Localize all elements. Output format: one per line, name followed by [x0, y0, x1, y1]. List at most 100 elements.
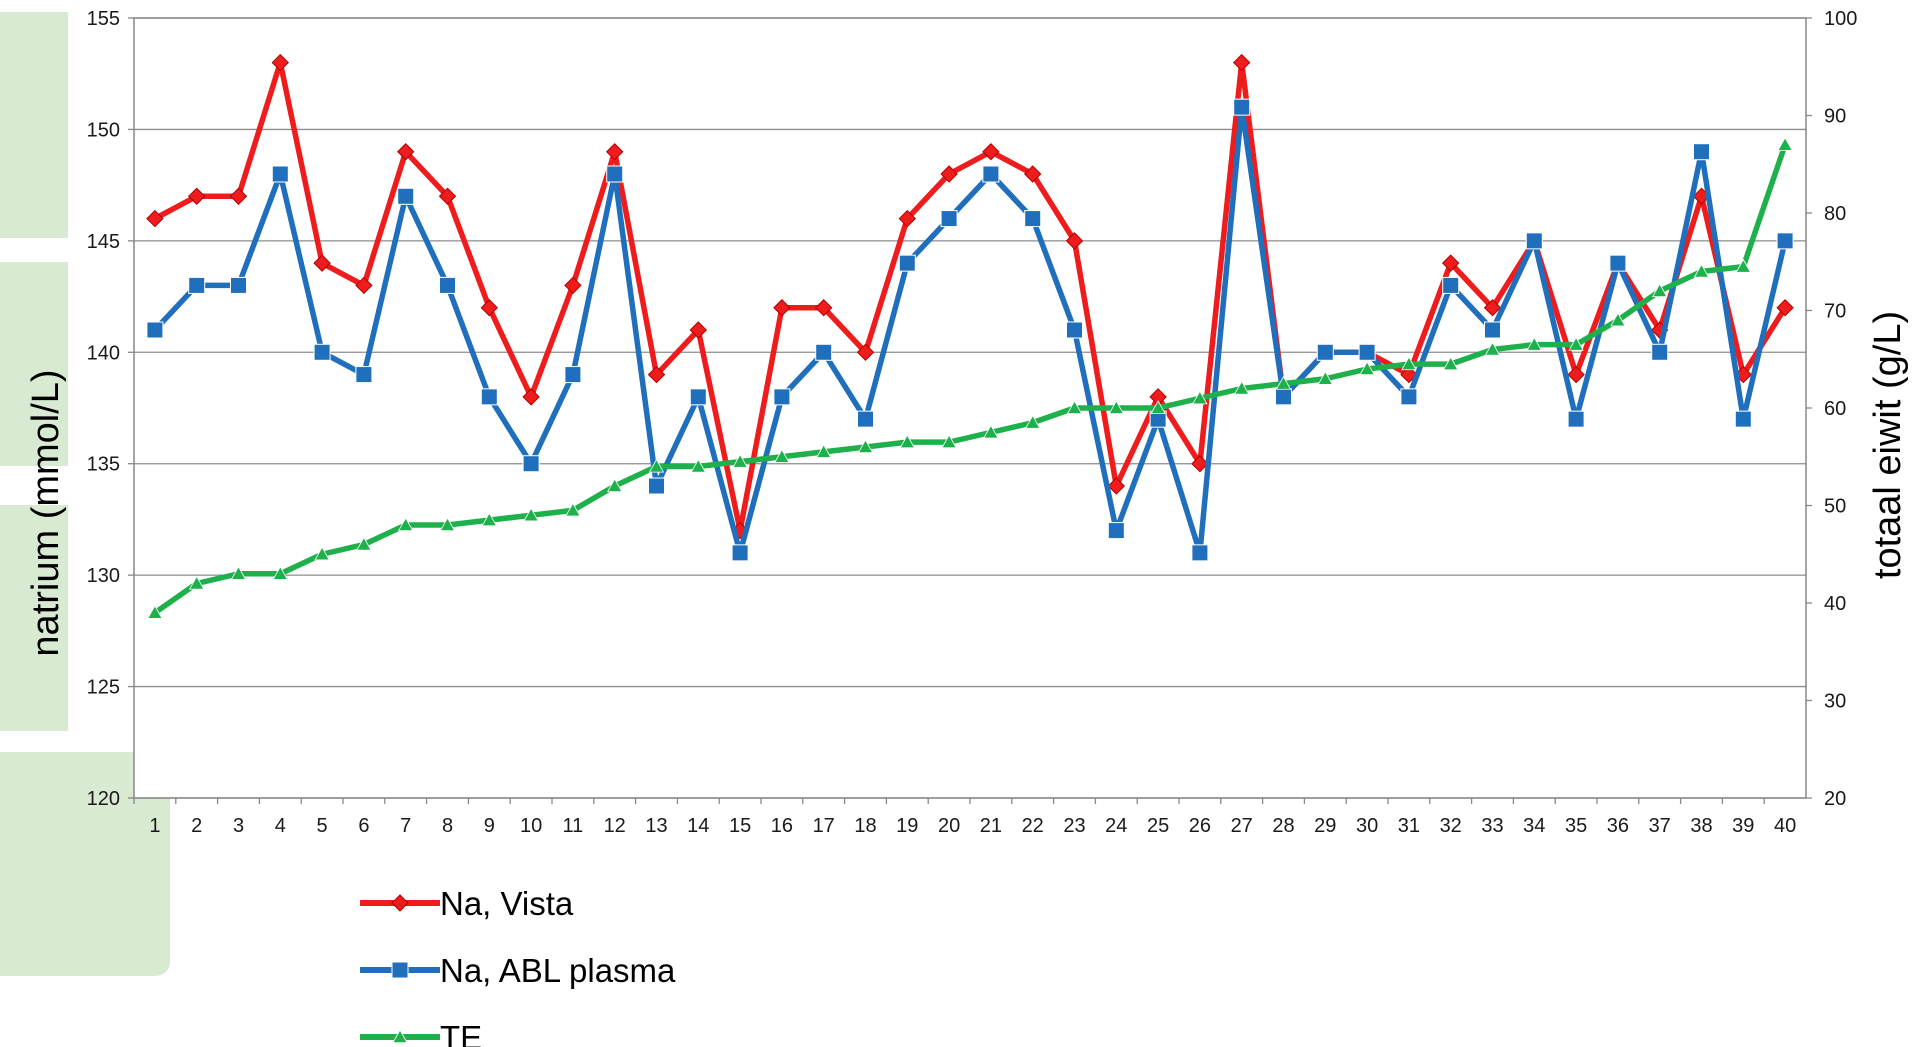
- x-tick-label: 11: [563, 815, 584, 837]
- x-tick-label: 36: [1607, 815, 1629, 837]
- legend-marker: [391, 894, 409, 912]
- data-point: [689, 321, 708, 339]
- right-tick-label: 70: [1824, 301, 1846, 323]
- data-point: [647, 365, 666, 384]
- data-point: [898, 254, 916, 272]
- data-point: [188, 276, 206, 294]
- data-point: [147, 604, 163, 619]
- x-tick-label: 19: [896, 815, 918, 837]
- data-point: [1107, 522, 1125, 540]
- x-tick-label: 26: [1189, 815, 1211, 837]
- x-tick-label: 15: [729, 815, 751, 837]
- data-point: [1735, 258, 1751, 273]
- x-tick-label: 35: [1565, 815, 1587, 837]
- data-point: [439, 276, 456, 294]
- data-point: [1401, 356, 1417, 371]
- x-tick-label: 3: [233, 815, 244, 837]
- x-tick-label: 14: [687, 815, 709, 837]
- data-point: [1025, 414, 1041, 429]
- data-point: [1107, 477, 1126, 495]
- data-point: [480, 388, 498, 406]
- data-point: [439, 517, 456, 531]
- legend-marker: [392, 1029, 408, 1043]
- data-point: [1317, 370, 1333, 385]
- data-point: [1484, 341, 1501, 356]
- left-tick-label: 120: [87, 788, 120, 810]
- data-point: [773, 388, 791, 406]
- x-tick-label: 32: [1440, 815, 1462, 837]
- data-point: [1066, 321, 1083, 339]
- data-point: [941, 434, 957, 449]
- data-point: [1358, 343, 1376, 361]
- data-point: [983, 424, 999, 439]
- right-axis-ticks: 20 30 40 50 60 70 80 90 100: [1806, 8, 1857, 810]
- right-tick-label: 60: [1824, 398, 1846, 420]
- data-point: [1233, 98, 1251, 116]
- x-tick-label: 30: [1356, 815, 1378, 837]
- data-point: [774, 448, 790, 463]
- data-point: [1024, 210, 1042, 228]
- x-tick-label: 18: [854, 815, 876, 837]
- data-point: [1567, 365, 1585, 384]
- data-point: [607, 478, 623, 493]
- data-point: [814, 299, 833, 317]
- left-tick-label: 125: [87, 677, 120, 699]
- data-point: [898, 209, 917, 228]
- data-point: [229, 187, 248, 205]
- data-point: [523, 507, 539, 522]
- data-point: [1150, 400, 1166, 415]
- background-panel-1: [0, 12, 68, 238]
- x-tick-label: 29: [1314, 815, 1336, 837]
- data-point: [1191, 544, 1209, 562]
- legend-item: TE: [360, 1019, 482, 1047]
- left-tick-label: 140: [87, 342, 120, 364]
- data-point: [648, 458, 665, 473]
- left-tick-label: 145: [87, 231, 120, 253]
- data-point: [522, 388, 540, 406]
- data-point: [397, 187, 415, 205]
- data-point: [1441, 254, 1460, 272]
- left-tick-label: 135: [87, 454, 120, 476]
- data-point: [1232, 53, 1251, 72]
- left-tick-label: 130: [87, 565, 120, 587]
- data-point: [940, 165, 958, 183]
- data-point: [1108, 400, 1124, 415]
- right-tick-label: 20: [1824, 788, 1846, 810]
- series-te: [147, 136, 1793, 619]
- data-point: [690, 458, 706, 473]
- x-tick-label: 37: [1649, 815, 1671, 837]
- data-point: [355, 366, 373, 384]
- data-point: [1442, 276, 1460, 294]
- data-point: [856, 343, 875, 361]
- x-tick-label: 25: [1147, 815, 1169, 837]
- legend-item: Na, Vista: [360, 885, 574, 922]
- data-point: [1609, 254, 1627, 272]
- data-point: [230, 276, 247, 294]
- data-point: [732, 453, 748, 468]
- data-point: [564, 366, 582, 384]
- data-point: [396, 143, 415, 161]
- x-tick-label: 27: [1231, 815, 1253, 837]
- data-point: [773, 299, 791, 317]
- x-tick-label: 12: [604, 815, 626, 837]
- data-point: [1693, 143, 1710, 161]
- series-line: [152, 104, 1788, 556]
- x-tick-label: 31: [1398, 815, 1420, 837]
- plot-area: [134, 18, 1806, 798]
- x-tick-label: 16: [771, 815, 793, 837]
- left-axis-ticks: 120 125 130 135 140 145 150 155: [87, 8, 134, 810]
- x-tick-label: 21: [980, 815, 1002, 837]
- left-axis-label: natrium (mmol/L): [25, 369, 67, 656]
- data-point: [857, 439, 874, 454]
- x-tick-label: 7: [400, 815, 411, 837]
- right-tick-label: 30: [1824, 691, 1846, 713]
- data-point: [355, 276, 373, 295]
- x-tick-label: 4: [275, 815, 286, 837]
- data-point: [1316, 343, 1334, 361]
- data-point: [940, 210, 958, 228]
- background-panel-2: [0, 262, 68, 466]
- data-point: [1652, 283, 1668, 298]
- x-axis-ticks: 1 2 3 4 5 6 7 8 9 10 11 12 13 14 15 16 17 18 19 20 21 22 23 24 2…: [133, 798, 1796, 837]
- data-point: [1525, 232, 1543, 250]
